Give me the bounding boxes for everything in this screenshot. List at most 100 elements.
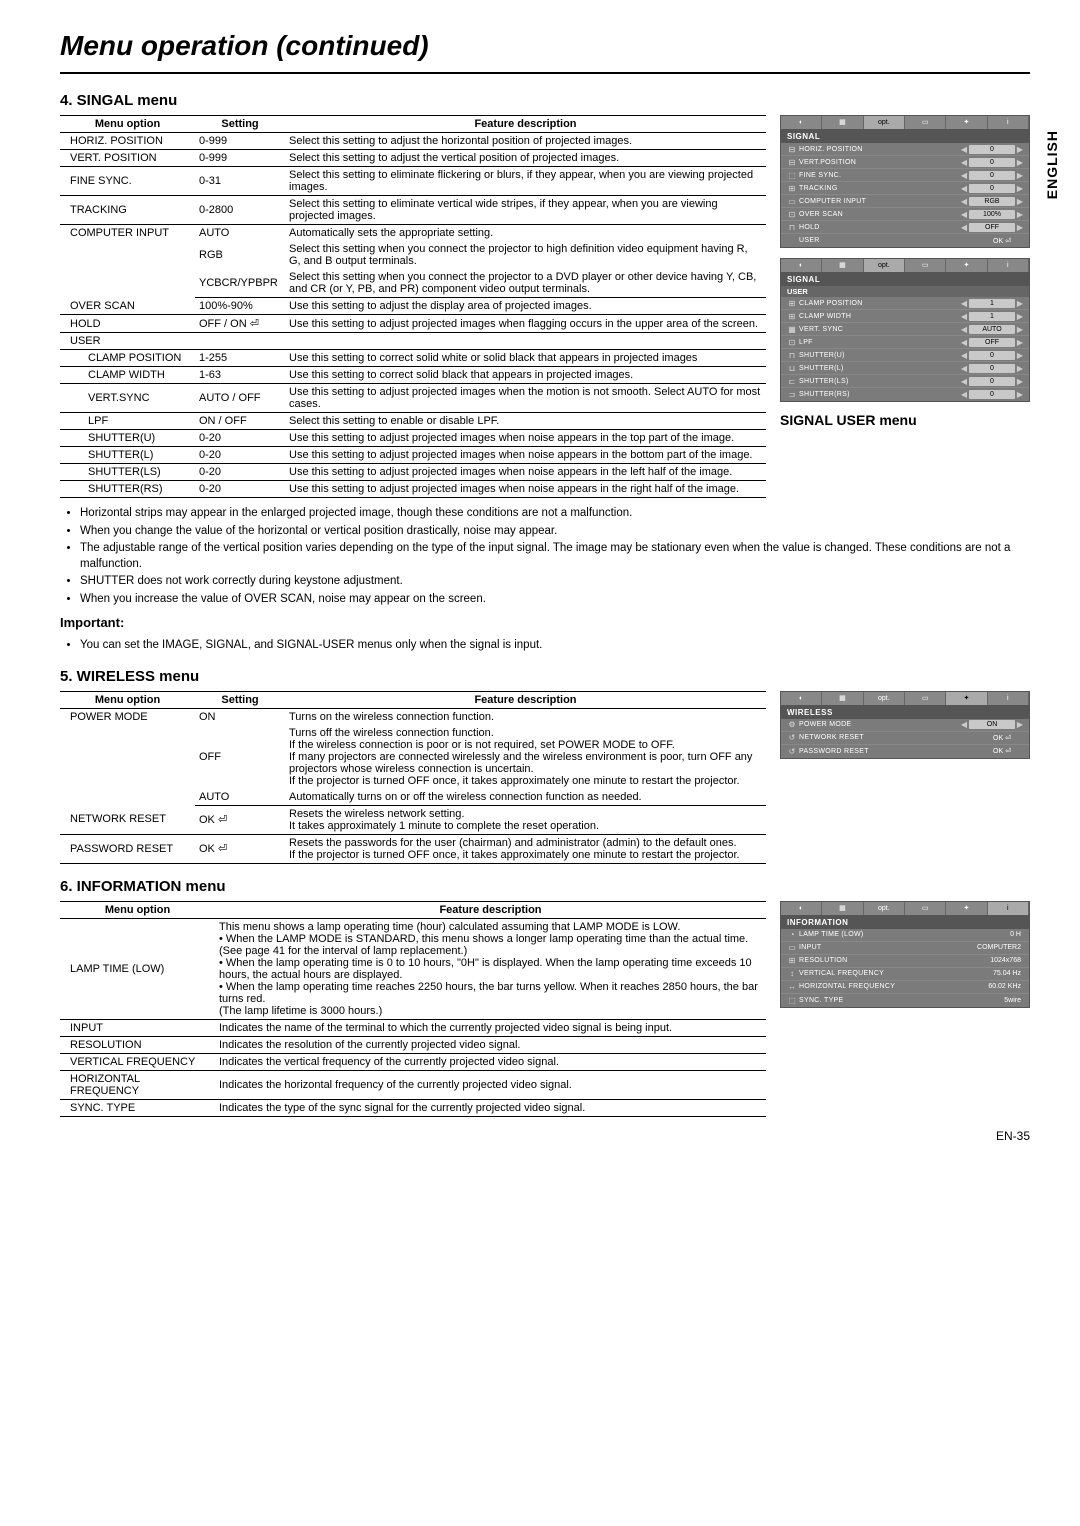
osd-tab[interactable]: ◐ bbox=[781, 116, 822, 129]
osd-tab[interactable]: ✦ bbox=[946, 902, 987, 915]
left-arrow-icon[interactable]: ◀ bbox=[959, 223, 969, 232]
left-arrow-icon[interactable]: ◀ bbox=[959, 338, 969, 347]
right-arrow-icon[interactable]: ▶ bbox=[1015, 377, 1025, 386]
osd-row[interactable]: ↺PASSWORD RESETOK ⏎ bbox=[781, 745, 1029, 758]
osd-row[interactable]: ⊐SHUTTER(RS)◀0▶ bbox=[781, 388, 1029, 401]
osd-tab[interactable]: i bbox=[988, 259, 1029, 272]
osd-tab[interactable]: opt. bbox=[864, 259, 905, 272]
osd-tab[interactable]: ▦ bbox=[822, 692, 863, 705]
left-arrow-icon[interactable]: ◀ bbox=[959, 364, 969, 373]
left-arrow-icon[interactable]: ◀ bbox=[959, 210, 969, 219]
osd-row[interactable]: ⊡OVER SCAN◀100%▶ bbox=[781, 208, 1029, 221]
table-cell-desc: Select this setting to eliminate flicker… bbox=[285, 167, 766, 196]
right-arrow-icon[interactable]: ▶ bbox=[1015, 171, 1025, 180]
page-number: EN-35 bbox=[60, 1129, 1030, 1143]
table-cell-setting: ON bbox=[195, 708, 285, 725]
table-cell-desc: Use this setting to adjust projected ima… bbox=[285, 315, 766, 333]
left-arrow-icon[interactable]: ◀ bbox=[959, 184, 969, 193]
table-cell-desc: This menu shows a lamp operating time (h… bbox=[215, 918, 766, 1019]
osd-row-value: 0 bbox=[969, 184, 1015, 193]
osd-row[interactable]: ↺NETWORK RESETOK ⏎ bbox=[781, 732, 1029, 745]
left-arrow-icon[interactable]: ◀ bbox=[959, 390, 969, 399]
osd-tab[interactable]: ✦ bbox=[946, 259, 987, 272]
right-arrow-icon[interactable]: ▶ bbox=[1015, 720, 1025, 729]
osd-tab[interactable]: opt. bbox=[864, 116, 905, 129]
osd-row[interactable]: ▦VERT. SYNC◀AUTO▶ bbox=[781, 323, 1029, 336]
osd-row-value: 0 bbox=[969, 145, 1015, 154]
section4-title: 4. SINGAL menu bbox=[60, 92, 1030, 109]
right-arrow-icon[interactable]: ▶ bbox=[1015, 184, 1025, 193]
osd-row[interactable]: ⊟HORIZ. POSITION◀0▶ bbox=[781, 143, 1029, 156]
table-cell-opt: OVER SCAN bbox=[60, 298, 195, 315]
left-arrow-icon[interactable]: ◀ bbox=[959, 145, 969, 154]
right-arrow-icon[interactable]: ▶ bbox=[1015, 312, 1025, 321]
right-arrow-icon[interactable]: ▶ bbox=[1015, 145, 1025, 154]
right-arrow-icon[interactable]: ▶ bbox=[1015, 210, 1025, 219]
osd-row-value: ON bbox=[969, 720, 1015, 729]
osd-row-icon: ↔ bbox=[785, 982, 799, 991]
osd-row-label: POWER MODE bbox=[799, 721, 959, 728]
osd-tab[interactable]: ◐ bbox=[781, 692, 822, 705]
osd-row-value: COMPUTER2 bbox=[955, 943, 1025, 952]
osd-row[interactable]: ⊞CLAMP WIDTH◀1▶ bbox=[781, 310, 1029, 323]
left-arrow-icon[interactable]: ◀ bbox=[959, 158, 969, 167]
osd-row[interactable]: USEROK ⏎ bbox=[781, 234, 1029, 247]
right-arrow-icon[interactable]: ▶ bbox=[1015, 390, 1025, 399]
right-arrow-icon[interactable]: ▶ bbox=[1015, 325, 1025, 334]
table-cell-desc: Use this setting to adjust projected ima… bbox=[285, 464, 766, 481]
osd-row[interactable]: ▭COMPUTER INPUT◀RGB▶ bbox=[781, 195, 1029, 208]
osd-tab[interactable]: i bbox=[988, 116, 1029, 129]
right-arrow-icon[interactable]: ▶ bbox=[1015, 158, 1025, 167]
osd-row[interactable]: ⊞CLAMP POSITION◀1▶ bbox=[781, 297, 1029, 310]
left-arrow-icon[interactable]: ◀ bbox=[959, 299, 969, 308]
table-cell-opt: TRACKING bbox=[60, 196, 195, 225]
osd-tab[interactable]: ▭ bbox=[905, 116, 946, 129]
osd-tab[interactable]: i bbox=[988, 692, 1029, 705]
left-arrow-icon[interactable]: ◀ bbox=[959, 351, 969, 360]
table-cell-desc: Resets the passwords for the user (chair… bbox=[285, 834, 766, 863]
osd-row[interactable]: ⊔SHUTTER(L)◀0▶ bbox=[781, 362, 1029, 375]
right-arrow-icon[interactable]: ▶ bbox=[1015, 299, 1025, 308]
left-arrow-icon[interactable]: ◀ bbox=[959, 171, 969, 180]
osd-tab[interactable]: opt. bbox=[864, 692, 905, 705]
right-arrow-icon[interactable]: ▶ bbox=[1015, 338, 1025, 347]
osd-row-icon: ▦ bbox=[785, 325, 799, 334]
osd-row[interactable]: ⊞TRACKING◀0▶ bbox=[781, 182, 1029, 195]
osd-row[interactable]: ⊟VERT.POSITION◀0▶ bbox=[781, 156, 1029, 169]
osd-row[interactable]: ⬚FINE SYNC.◀0▶ bbox=[781, 169, 1029, 182]
right-arrow-icon[interactable]: ▶ bbox=[1015, 364, 1025, 373]
osd-row[interactable]: ⊓HOLD◀OFF▶ bbox=[781, 221, 1029, 234]
osd-tab[interactable]: ▭ bbox=[905, 692, 946, 705]
osd-tab[interactable]: ▭ bbox=[905, 902, 946, 915]
left-arrow-icon[interactable]: ◀ bbox=[959, 377, 969, 386]
right-arrow-icon[interactable]: ▶ bbox=[1015, 197, 1025, 206]
osd-tab[interactable]: ◐ bbox=[781, 902, 822, 915]
osd-row-value: 60.02 KHz bbox=[955, 982, 1025, 991]
table-cell-setting: AUTO bbox=[195, 225, 285, 242]
osd-tab[interactable]: ▦ bbox=[822, 259, 863, 272]
osd-tab[interactable]: ✦ bbox=[946, 692, 987, 705]
osd-tab[interactable]: ▦ bbox=[822, 116, 863, 129]
left-arrow-icon[interactable]: ◀ bbox=[959, 325, 969, 334]
osd-tab[interactable]: ▭ bbox=[905, 259, 946, 272]
table-cell-desc: Select this setting to adjust the horizo… bbox=[285, 133, 766, 150]
osd-row[interactable]: ⚙POWER MODE◀ON▶ bbox=[781, 719, 1029, 732]
osd-tab[interactable]: ▦ bbox=[822, 902, 863, 915]
osd-tab[interactable]: ◐ bbox=[781, 259, 822, 272]
table-cell-opt: SYNC. TYPE bbox=[60, 1099, 215, 1116]
table-cell-opt: SHUTTER(L) bbox=[60, 447, 195, 464]
osd-row[interactable]: ⊡LPF◀OFF▶ bbox=[781, 336, 1029, 349]
right-arrow-icon[interactable]: ▶ bbox=[1015, 351, 1025, 360]
osd-tab[interactable]: ✦ bbox=[946, 116, 987, 129]
osd-user-caption: SIGNAL USER menu bbox=[780, 412, 1030, 428]
left-arrow-icon[interactable]: ◀ bbox=[959, 197, 969, 206]
table-cell-desc: Use this setting to adjust projected ima… bbox=[285, 481, 766, 498]
right-arrow-icon[interactable]: ▶ bbox=[1015, 223, 1025, 232]
left-arrow-icon[interactable]: ◀ bbox=[959, 720, 969, 729]
osd-row-icon: ◔ bbox=[785, 930, 799, 939]
osd-row[interactable]: ⊏SHUTTER(LS)◀0▶ bbox=[781, 375, 1029, 388]
left-arrow-icon[interactable]: ◀ bbox=[959, 312, 969, 321]
osd-tab[interactable]: opt. bbox=[864, 902, 905, 915]
osd-row[interactable]: ⊓SHUTTER(U)◀0▶ bbox=[781, 349, 1029, 362]
osd-tab[interactable]: i bbox=[988, 902, 1029, 915]
